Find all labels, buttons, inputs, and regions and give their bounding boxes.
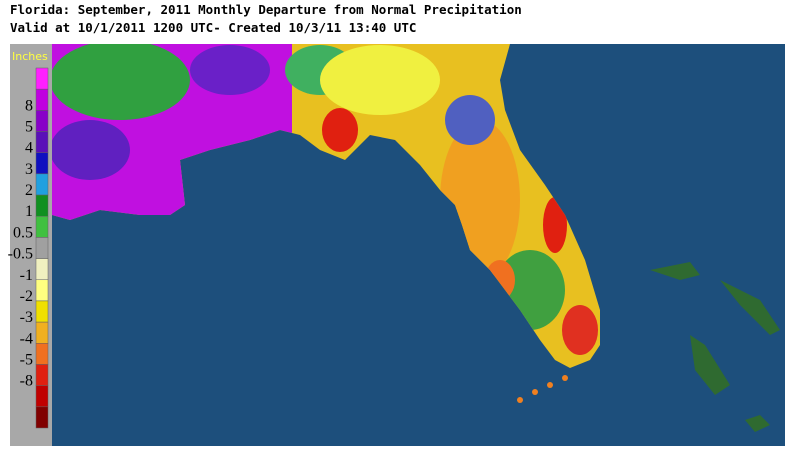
legend-swatch (35, 110, 49, 132)
legend-label: -8 (20, 373, 33, 390)
legend-swatch (35, 67, 49, 90)
legend-label: -4 (20, 330, 33, 347)
legend-swatch (35, 343, 49, 365)
legend-swatch (35, 215, 49, 238)
subtitle: Valid at 10/1/2011 1200 UTC- Created 10/… (10, 20, 416, 35)
legend-label: 3 (25, 161, 33, 178)
legend: 8 5 4 3 2 1 0.5 -0.5 -1 -2 -3 -4 -5 -8 (8, 67, 49, 429)
legend-swatch (35, 88, 49, 111)
legend-swatch (35, 152, 49, 175)
legend-label: 4 (25, 140, 33, 157)
legend-title: Inches (12, 50, 48, 63)
legend-swatch (35, 385, 49, 408)
legend-label: 2 (25, 182, 33, 199)
legend-swatch (35, 364, 49, 386)
legend-swatch (35, 300, 49, 323)
legend-swatch (35, 173, 49, 196)
legend-swatch (35, 194, 49, 217)
title: Florida: September, 2011 Monthly Departu… (10, 2, 522, 17)
legend-label: 0.5 (13, 224, 33, 241)
legend-swatch (35, 237, 49, 259)
legend-label: -0.5 (8, 246, 33, 263)
legend-swatch (35, 321, 49, 344)
legend-label: 5 (25, 119, 33, 136)
legend-label: -5 (20, 351, 33, 368)
legend-swatch (35, 131, 49, 153)
legend-label: -1 (20, 267, 33, 284)
legend-label: -3 (20, 309, 33, 326)
keys (517, 375, 568, 403)
legend-label: -2 (20, 288, 33, 305)
legend-label: 1 (25, 203, 33, 220)
legend-swatch (35, 406, 49, 429)
legend-label: 8 (25, 97, 33, 114)
legend-swatch (35, 258, 49, 281)
legend-swatch (35, 279, 49, 302)
bahamas (650, 262, 780, 432)
